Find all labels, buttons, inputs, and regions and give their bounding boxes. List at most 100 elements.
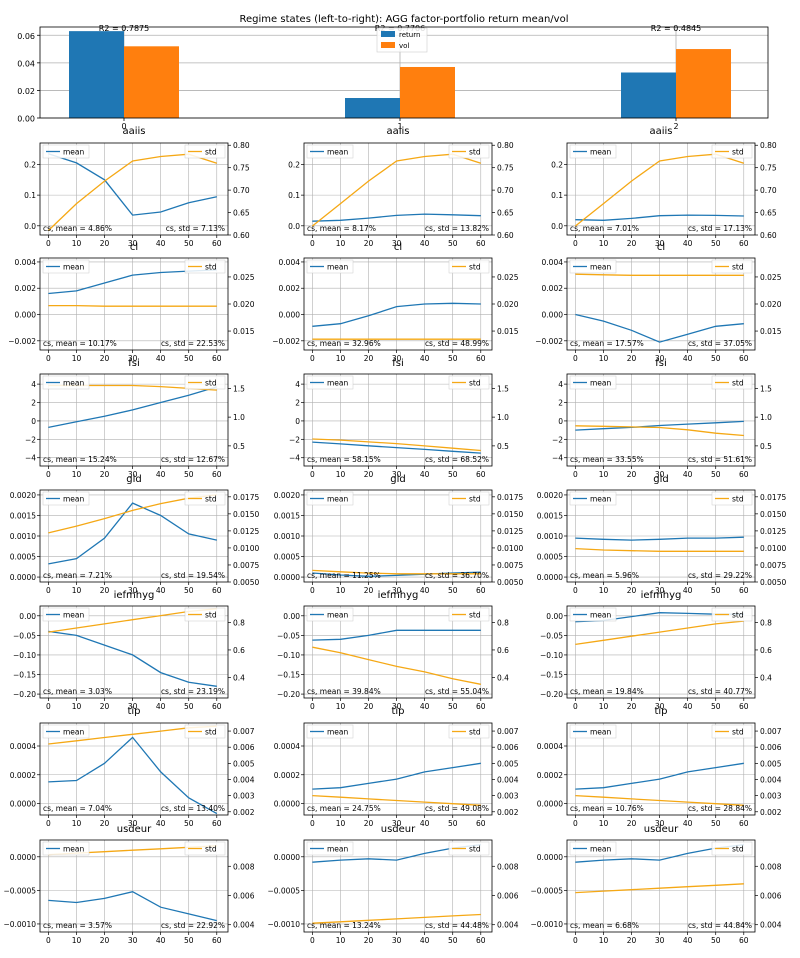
axes-frame [39,489,229,583]
cs-mean-annotation: cs, mean = 17.57% [570,339,644,348]
xtick-label: 20 [100,354,110,363]
ytick-left-label: 0.004 [15,258,37,267]
legend-mean-label: mean [590,495,612,504]
xtick-label: 60 [476,586,486,595]
legend-mean-label: mean [327,728,349,737]
ytick-left-label: 0.0010 [537,532,563,541]
legend-mean: mean [42,724,90,739]
legend-mean: mean [306,259,354,274]
xtick-label: 40 [683,936,693,945]
legend-std: std [711,841,753,856]
legend-mean: mean [42,144,90,159]
ytick-left-label: 0.002 [542,284,564,293]
ytick-left-label: 0.0004 [537,742,563,751]
xtick-label: 30 [655,354,665,363]
ytick-right-label: 0.80 [760,141,777,150]
cs-std-annotation: cs, std = 49.08% [425,804,489,813]
legend-std-label: std [469,495,481,504]
ytick-right-label: 0.0075 [497,561,523,570]
ytick-right-label: 0.0075 [233,561,259,570]
top-legend: return vol [376,27,428,53]
xtick-label: 20 [364,239,374,248]
ytick-left-label: 0 [295,417,300,426]
xtick-label: 0 [310,470,315,479]
xtick-label: 60 [739,819,749,828]
xtick-label: 60 [212,702,222,711]
ytick-left-label: 0.0015 [274,511,300,520]
mean-line [48,153,217,216]
xtick-label: 10 [72,354,82,363]
ytick-right-label: 0.60 [760,231,777,240]
xtick-label: 10 [336,239,346,248]
xtick-label: 30 [128,702,138,711]
ytick-left-label: 0.2 [288,160,300,169]
axes-frame [39,605,229,699]
ytick-right-label: 0.0050 [497,578,523,587]
legend-mean-label: mean [63,495,85,504]
xtick-label: 20 [627,819,637,828]
legend-std-label: std [469,263,481,272]
cs-std-annotation: cs, std = 37.05% [688,339,752,348]
xtick-label: 20 [100,586,110,595]
legend-std: std [448,841,490,856]
ytick-left-label: 0.0015 [537,511,563,520]
ytick-left-label: −0.0005 [267,886,300,895]
xtick-label: 10 [599,354,609,363]
ytick-right-label: 0.70 [497,186,514,195]
legend-mean-label: mean [63,379,85,388]
xtick-label: 20 [627,702,637,711]
row-label-iefmhyg: iefmhyg [378,590,419,601]
legend-mean-box [569,491,617,506]
legend-std-box [448,375,490,390]
ytick-left-label: 0.0002 [10,771,36,780]
xtick-label: 0 [573,586,578,595]
r2-annotation: R2 = 0.7875 [99,24,149,33]
legend-std: std [184,491,226,506]
ytick-right-label: 0.8 [760,618,772,627]
ytick-right-label: 0.025 [497,273,519,282]
ytick-right-label: 0.0050 [760,578,786,587]
ytick-right-label: 0.005 [760,759,782,768]
cs-std-annotation: cs, std = 40.77% [688,687,752,696]
cs-std-annotation: cs, std = 48.99% [425,339,489,348]
xtick-label: 60 [212,239,222,248]
ytick-right-label: 0.002 [233,808,255,817]
legend-mean: mean [569,375,617,390]
row-label-aaiis: aaiis [122,126,145,137]
ytick-left-label: 0.000 [15,311,37,320]
ytick-right-label: 0.80 [497,141,514,150]
top-ytick-label: 0.02 [17,87,35,96]
legend-mean: mean [42,607,90,622]
cs-std-annotation: cs, std = 28.84% [688,804,752,813]
mean-line [312,571,481,577]
cs-std-annotation: cs, std = 44.84% [688,921,752,930]
mean-line [575,313,744,343]
cs-mean-annotation: cs, mean = 10.17% [43,339,117,348]
legend-mean-box [306,491,354,506]
cs-mean-annotation: cs, mean = 3.57% [43,921,112,930]
legend-mean-box [42,841,90,856]
ytick-left-label: 0.0004 [10,742,36,751]
ytick-left-label: 0.0005 [10,553,36,562]
ytick-right-label: 0.004 [760,921,782,930]
cs-mean-annotation: cs, mean = 10.76% [570,804,644,813]
axes-frame [39,839,229,933]
legend-std-label: std [732,148,744,157]
xtick-label: 10 [599,819,609,828]
xtick-label: 20 [100,470,110,479]
legend-std-box [448,259,490,274]
ytick-right-label: 0.5 [760,442,772,451]
ytick-left-label: 0.0000 [537,573,563,582]
xtick-label: 40 [420,936,430,945]
ytick-right-label: 0.5 [497,442,509,451]
legend-mean-box [42,259,90,274]
legend-mean-box [306,841,354,856]
xtick-label: 60 [212,819,222,828]
legend-std: std [448,724,490,739]
xtick-label: 0 [46,586,51,595]
row-label-cl: cl [394,242,402,253]
panel-gld-1: 0 10 20 30 40 50 60 0.0000 0.0005 0.0010 0.0015 0.0… [274,489,523,595]
ytick-right-label: 0.004 [233,775,255,784]
xtick-label: 50 [448,239,458,248]
ytick-right-label: 1.5 [760,384,772,393]
